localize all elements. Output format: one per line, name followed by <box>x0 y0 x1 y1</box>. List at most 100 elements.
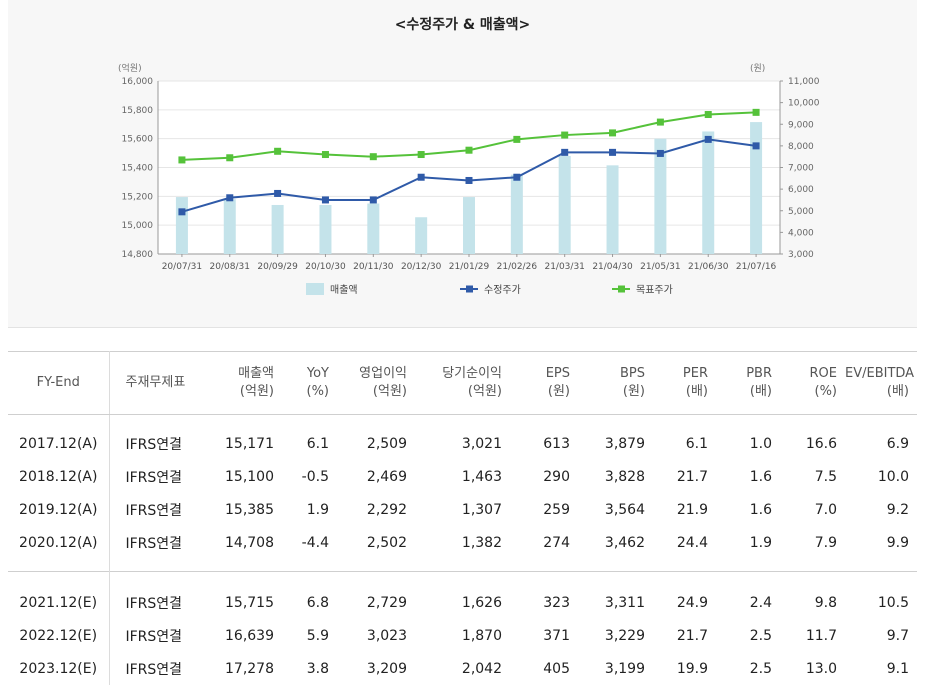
header-unit: (억원) <box>239 384 274 399</box>
table-cell: 1.0 <box>749 435 772 452</box>
table-cell: 371 <box>543 627 570 644</box>
header-unit: (원) <box>622 384 645 399</box>
header-unit: (%) <box>814 384 838 399</box>
table-cell: 3,879 <box>604 435 645 452</box>
table-row: 2018.12(A) IFRS연결 15,100 -0.5 2,469 1,463 290 3… <box>8 460 917 493</box>
table-row: 2019.12(A) IFRS연결 15,385 1.9 2,292 1,307 259 3,… <box>8 493 917 526</box>
legend-label: 수정주가 <box>484 284 521 296</box>
table-cell: 9.8 <box>814 594 837 611</box>
table-cell: IFRS연결 <box>125 502 183 519</box>
series-point <box>656 118 664 126</box>
chart-panel: <수정주가 & 매출액> 16,000 15,800 15,600 15,400 15,… <box>8 0 917 328</box>
series-point <box>704 111 712 119</box>
header-unit: (원) <box>547 384 570 399</box>
bar <box>702 131 715 254</box>
table-cell: IFRS연결 <box>125 469 183 486</box>
series-point <box>417 173 425 181</box>
left-tick-label: 15,000 <box>122 221 154 231</box>
table-cell: 2019.12(A) <box>8 493 110 526</box>
table-cell: 2.4 <box>749 594 772 611</box>
left-tick-label: 14,800 <box>122 250 154 260</box>
financial-table: FY-End 주재무제표 매출액 (억원) YoY (%) 영업이익 (억원) 당기순이익 (억원… <box>8 351 917 685</box>
table-cell: 3,462 <box>604 534 645 551</box>
header-cell: FY-End <box>8 351 110 415</box>
legend-label: 매출액 <box>330 284 358 296</box>
left-tick-label: 15,600 <box>122 135 154 145</box>
right-tick-label: 11,000 <box>788 77 820 87</box>
bar <box>175 197 188 254</box>
table-cell: 16,639 <box>225 627 274 644</box>
table-cell: 15,715 <box>225 594 274 611</box>
right-tick-label: 4,000 <box>788 228 814 238</box>
x-tick-label: 20/08/31 <box>210 262 250 272</box>
header-label: 주재무제표 <box>125 375 186 390</box>
table-cell: 2020.12(A) <box>8 526 110 559</box>
table-cell: 7.5 <box>814 468 837 485</box>
table-cell: 11.7 <box>805 627 837 644</box>
table-cell: 16.6 <box>805 435 837 452</box>
table-cell: 3.8 <box>306 660 329 677</box>
header-cell: 당기순이익 (억원) <box>415 351 510 415</box>
bar <box>654 138 667 254</box>
table-cell: 2,502 <box>366 534 407 551</box>
series-point <box>178 208 186 216</box>
table-cell: 1.9 <box>749 534 772 551</box>
table-cell: 9.2 <box>886 501 909 518</box>
header-label: YoY <box>306 366 329 381</box>
table-row: 2020.12(A) IFRS연결 14,708 -4.4 2,502 1,382 274 3… <box>8 526 917 559</box>
header-cell: PER (배) <box>653 351 716 415</box>
bar <box>750 122 763 255</box>
series-point <box>321 196 329 204</box>
table-cell: 1,463 <box>461 468 502 485</box>
header-label: 영업이익 <box>359 366 407 381</box>
table-cell: 3,199 <box>604 660 645 677</box>
series-point <box>513 135 521 143</box>
row-spacer <box>8 571 917 586</box>
table-cell: 2022.12(E) <box>8 619 110 652</box>
table-cell: IFRS연결 <box>125 661 183 678</box>
table-cell: 15,385 <box>225 501 274 518</box>
header-label: EPS <box>545 366 570 381</box>
x-tick-label: 20/09/29 <box>257 262 298 272</box>
row-spacer <box>8 414 917 427</box>
table-cell: 2021.12(E) <box>8 586 110 619</box>
table-header-row: FY-End 주재무제표 매출액 (억원) YoY (%) 영업이익 (억원) 당기순이익 (억원… <box>8 351 917 415</box>
series-point <box>274 147 282 155</box>
header-label: PBR <box>746 366 772 381</box>
x-tick-label: 20/11/30 <box>353 262 394 272</box>
header-cell: ROE (%) <box>780 351 845 415</box>
table-cell: -0.5 <box>301 468 329 485</box>
header-cell: EV/EBITDA (배) <box>845 351 917 415</box>
bar <box>271 204 284 254</box>
table-cell: 24.4 <box>676 534 708 551</box>
chart-title: <수정주가 & 매출액> <box>394 17 531 33</box>
header-label: FY-End <box>36 375 80 390</box>
header-label: PER <box>682 366 708 381</box>
table-cell: 10.5 <box>877 594 909 611</box>
bar <box>463 197 475 254</box>
bar <box>223 199 236 254</box>
header-cell: PBR (배) <box>716 351 780 415</box>
table-cell: 5.9 <box>306 627 329 644</box>
header-cell: 매출액 (억원) <box>211 351 282 415</box>
table-cell: 405 <box>543 660 570 677</box>
table-cell: 6.8 <box>306 594 329 611</box>
x-tick-label: 21/01/29 <box>449 262 490 272</box>
series-point <box>465 176 473 184</box>
table-cell: 9.9 <box>886 534 909 551</box>
table-cell: 21.7 <box>676 468 708 485</box>
table-cell: 2018.12(A) <box>8 460 110 493</box>
table-cell: 9.7 <box>886 627 909 644</box>
table-cell: 10.0 <box>877 468 909 485</box>
legend-swatch <box>306 283 324 295</box>
header-unit: (배) <box>749 384 772 399</box>
left-axis-unit: (억원) <box>118 62 142 74</box>
table-cell: 7.0 <box>814 501 837 518</box>
left-tick-label: 15,200 <box>122 192 154 202</box>
table-cell: 3,023 <box>366 627 407 644</box>
series-point <box>226 194 234 202</box>
header-unit: (배) <box>685 384 708 399</box>
series-point <box>274 189 282 197</box>
table-cell: 3,311 <box>604 594 645 611</box>
table-cell: 323 <box>543 594 570 611</box>
